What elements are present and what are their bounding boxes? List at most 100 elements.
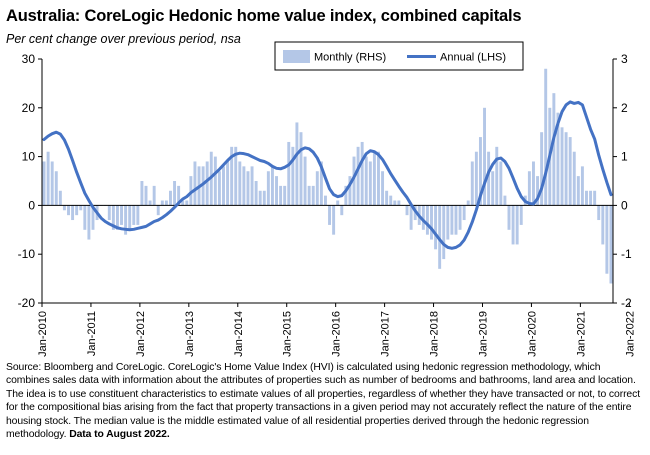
monthly-bar	[572, 151, 576, 206]
right-tick-label: -2	[621, 296, 632, 310]
monthly-bar	[311, 185, 315, 206]
monthly-bar	[568, 137, 572, 206]
monthly-bar	[503, 195, 507, 206]
monthly-bar	[189, 176, 193, 206]
monthly-bar	[291, 146, 295, 206]
monthly-bar	[527, 171, 531, 206]
monthly-bar	[87, 205, 91, 240]
monthly-bar	[50, 161, 54, 206]
monthly-bar	[136, 205, 140, 225]
monthly-bar	[540, 132, 544, 206]
monthly-bar	[295, 122, 299, 206]
legend: Monthly (RHS) Annual (LHS)	[274, 41, 524, 71]
monthly-bar	[58, 190, 62, 206]
monthly-bar	[124, 205, 128, 235]
monthly-bar	[483, 107, 486, 206]
monthly-bar	[54, 171, 58, 206]
monthly-bar	[144, 185, 148, 206]
monthly-bar	[315, 171, 319, 206]
monthly-bar	[262, 190, 266, 206]
monthly-bar	[287, 141, 291, 206]
monthly-bar	[344, 185, 348, 206]
legend-box	[274, 41, 524, 71]
monthly-bar	[385, 190, 389, 206]
monthly-bar	[536, 176, 540, 206]
legend-label-annual: Annual (LHS)	[440, 52, 506, 64]
monthly-bar	[193, 161, 197, 206]
right-tick-label: 2	[621, 101, 628, 115]
monthly-bar	[242, 166, 246, 206]
monthly-bar	[181, 200, 185, 206]
x-tick-label: Jan-2017	[380, 311, 392, 357]
monthly-bar	[360, 141, 364, 206]
monthly-bar	[450, 205, 454, 235]
monthly-bar	[230, 146, 234, 206]
monthly-bar	[152, 185, 156, 206]
monthly-bar	[140, 181, 144, 206]
monthly-bar	[389, 195, 393, 206]
x-tick-label: Jan-2016	[331, 311, 343, 357]
monthly-bar	[250, 166, 254, 206]
monthly-bar	[275, 176, 278, 206]
monthly-bar	[234, 146, 238, 206]
chart-subtitle: Per cent change over previous period, ns…	[6, 32, 241, 46]
right-tick-label: 3	[621, 52, 628, 66]
monthly-bar	[307, 185, 311, 206]
monthly-bar	[605, 205, 609, 274]
monthly-bar	[279, 185, 283, 206]
monthly-bar	[507, 205, 511, 230]
monthly-bar	[340, 205, 344, 216]
monthly-bar	[111, 205, 115, 230]
monthly-bar	[213, 156, 217, 206]
chart-title: Australia: CoreLogic Hedonic home value …	[6, 7, 522, 25]
monthly-bar	[201, 166, 205, 206]
monthly-bar	[462, 205, 466, 221]
monthly-bar	[580, 166, 584, 206]
monthly-bar	[348, 176, 352, 206]
monthly-bar	[164, 200, 168, 206]
x-tick-label: Jan-2012	[135, 311, 147, 357]
monthly-bar	[75, 205, 79, 216]
x-tick-label: Jan-2021	[575, 311, 587, 357]
monthly-bar	[372, 151, 376, 206]
monthly-bar	[474, 151, 478, 206]
monthly-bar	[83, 205, 87, 230]
monthly-bar	[217, 171, 221, 206]
x-tick-label: Jan-2022	[624, 311, 636, 357]
monthly-bar	[79, 205, 83, 211]
monthly-bar	[552, 93, 556, 206]
monthly-bar	[397, 200, 401, 206]
x-tick-label: Jan-2020	[526, 311, 538, 357]
monthly-bar	[446, 205, 450, 240]
monthly-bar	[470, 161, 474, 206]
monthly-bar	[352, 156, 356, 206]
monthly-bar	[266, 171, 270, 206]
monthly-bar	[430, 205, 433, 240]
x-tick-label: Jan-2011	[86, 311, 98, 356]
monthly-bar	[283, 185, 287, 206]
monthly-bar	[132, 205, 136, 225]
monthly-bar	[336, 200, 340, 206]
x-tick-label: Jan-2010	[37, 311, 49, 357]
monthly-bar	[544, 68, 548, 206]
monthly-bar	[589, 190, 593, 206]
monthly-bar	[556, 112, 560, 206]
left-tick-label: -20	[18, 296, 36, 310]
monthly-bar	[226, 161, 230, 206]
x-tick-label: Jan-2014	[233, 311, 245, 357]
source-data-date: Data to August 2022.	[69, 429, 170, 441]
monthly-bar	[177, 185, 181, 206]
monthly-bar	[128, 205, 132, 230]
monthly-bar	[585, 190, 588, 206]
monthly-bar	[71, 205, 75, 221]
x-tick-label: Jan-2018	[429, 311, 441, 357]
left-tick-label: 30	[22, 52, 36, 66]
monthly-bar	[495, 146, 499, 206]
monthly-bar	[156, 205, 160, 216]
monthly-bar	[511, 205, 515, 245]
monthly-bar	[115, 205, 119, 230]
monthly-bar	[601, 205, 605, 245]
monthly-bar	[148, 200, 152, 206]
monthly-bar	[299, 132, 303, 206]
monthly-bar	[254, 181, 258, 206]
